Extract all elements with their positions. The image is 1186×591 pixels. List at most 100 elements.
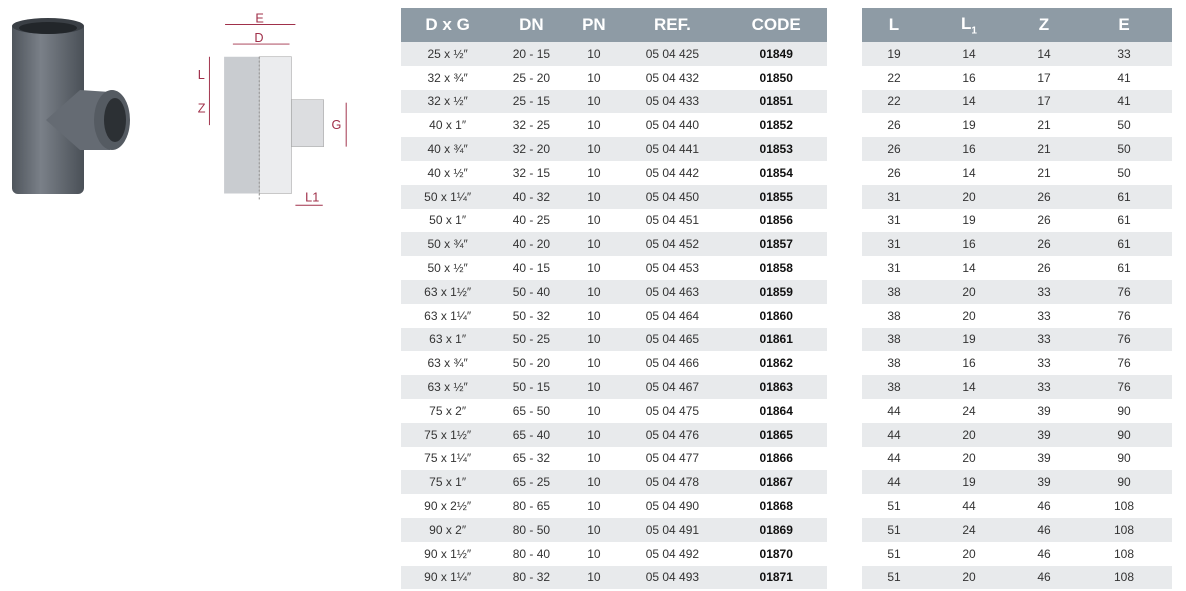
table-cell: 21 [1012,137,1076,161]
table-cell: 01871 [725,565,827,590]
table-cell: 50 x ¾″ [401,232,495,257]
table-cell: 22 [862,89,926,114]
table-cell: 10 [587,403,601,418]
table-cell: 14 [1012,42,1076,66]
table-cell: 50 - 20 [512,356,551,371]
table-row: 25 x ½″ 20 - 15 10 05 04 425 01849 [401,42,827,66]
header-label: REF. [653,15,691,34]
table-cell: 20 [962,546,976,561]
table-cell: 01852 [759,118,793,133]
table-row: 26 19 21 50 [862,113,1172,137]
table-cell: 10 [568,279,620,304]
table-cell: 10 [568,327,620,352]
table-cell: 01867 [725,470,827,495]
table-cell: 25 - 15 [494,89,569,114]
table-row: 38 14 33 76 [862,375,1172,399]
table-cell: 33 [1012,375,1076,399]
column-header: L [862,8,926,42]
header-label: CODE [751,15,801,34]
table-cell: 01863 [725,375,827,399]
table-cell: 01857 [725,232,827,257]
table-cell: 38 [862,279,926,304]
table-cell: 61 [1117,261,1131,276]
table-cell: 05 04 466 [645,356,700,371]
table-cell: 01849 [725,42,827,66]
table-cell: 01860 [759,308,793,323]
table-cell: 44 [887,451,901,466]
table-row: 44 19 39 90 [862,470,1172,495]
table-cell: 05 04 441 [619,137,726,161]
table-cell: 108 [1076,517,1172,542]
table-cell: 25 - 20 [512,70,551,85]
table-cell: 10 [587,451,601,466]
table-cell: 01850 [759,70,793,85]
table-cell: 10 [587,308,601,323]
table-cell: 05 04 452 [619,232,726,257]
table-cell: 90 x 1¼″ [401,565,495,590]
table-cell: 76 [1076,375,1172,399]
table-cell: 10 [587,118,601,133]
table-cell: 26 [1012,232,1076,257]
label-l1: L1 [305,190,319,204]
table-cell: 22 [887,70,901,85]
table-cell: 05 04 440 [645,118,700,133]
column-header: D x G [401,8,495,42]
table-cell: 50 - 15 [494,375,569,399]
table-cell: 10 [587,499,601,514]
table-cell: 46 [1037,499,1051,514]
table-row: 38 20 33 76 [862,304,1172,328]
table-cell: 14 [926,42,1012,66]
table-cell: 51 [862,565,926,590]
table-cell: 01864 [759,403,793,418]
table-row: 51 24 46 108 [862,517,1172,542]
table-cell: 01869 [725,517,827,542]
table-cell: 10 [568,89,620,114]
table-cell: 05 04 492 [645,546,700,561]
table-row: 22 14 17 41 [862,89,1172,114]
tee-dimension-diagram: E D L Z G L1 [198,12,347,206]
table-cell: 26 [887,165,901,180]
label-z: Z [198,101,206,115]
table-cell: 05 04 432 [645,70,700,85]
table-cell: 90 x 1½″ [424,546,472,561]
table-row: 63 x ½″ 50 - 15 10 05 04 467 01863 [401,375,827,399]
table-cell: 38 [862,327,926,352]
header-subscript: 1 [971,25,977,37]
label-e: E [255,12,263,26]
table-row: 51 44 46 108 [862,494,1172,518]
table-row: 75 x 2″ 65 - 50 10 05 04 475 01864 [401,399,827,423]
table-cell: 51 [887,546,901,561]
table-cell: 10 [568,42,620,66]
header-label: E [1118,15,1130,34]
table-cell: 10 [587,261,601,276]
table-cell: 10 [568,375,620,399]
column-header: REF. [619,8,726,42]
table-cell: 19 [962,213,976,228]
table-cell: 39 [1037,403,1051,418]
table-row: 32 x ½″ 25 - 15 10 05 04 433 01851 [401,89,827,114]
table-cell: 05 04 450 [619,184,726,209]
table-row: 90 x 1½″ 80 - 40 10 05 04 492 01870 [401,542,827,566]
table-row: 26 14 21 50 [862,161,1172,185]
table-cell: 10 [587,165,601,180]
table-cell: 05 04 453 [645,261,700,276]
table-cell: 26 [1012,184,1076,209]
table-row: 75 x 1″ 65 - 25 10 05 04 478 01867 [401,470,827,495]
table-cell: 19 [926,327,1012,352]
table-cell: 63 x 1″ [401,327,495,352]
table-cell: 32 x ½″ [401,89,495,114]
table-row: 38 16 33 76 [862,351,1172,375]
label-g: G [332,118,342,132]
table-cell: 05 04 467 [619,375,726,399]
table-cell: 14 [926,375,1012,399]
table-cell: 75 x 1″ [401,470,495,495]
table-cell: 10 [568,184,620,209]
table-row: 75 x 1¼″ 65 - 32 10 05 04 477 01866 [401,447,827,471]
table-cell: 44 [862,470,926,495]
table-cell: 31 [887,261,901,276]
table-cell: 19 [926,470,1012,495]
table-cell: 05 04 476 [619,422,726,447]
table-row: 90 x 2½″ 80 - 65 10 05 04 490 01868 [401,494,827,518]
table-row: 90 x 2″ 80 - 50 10 05 04 491 01869 [401,517,827,542]
table-cell: 01855 [725,184,827,209]
